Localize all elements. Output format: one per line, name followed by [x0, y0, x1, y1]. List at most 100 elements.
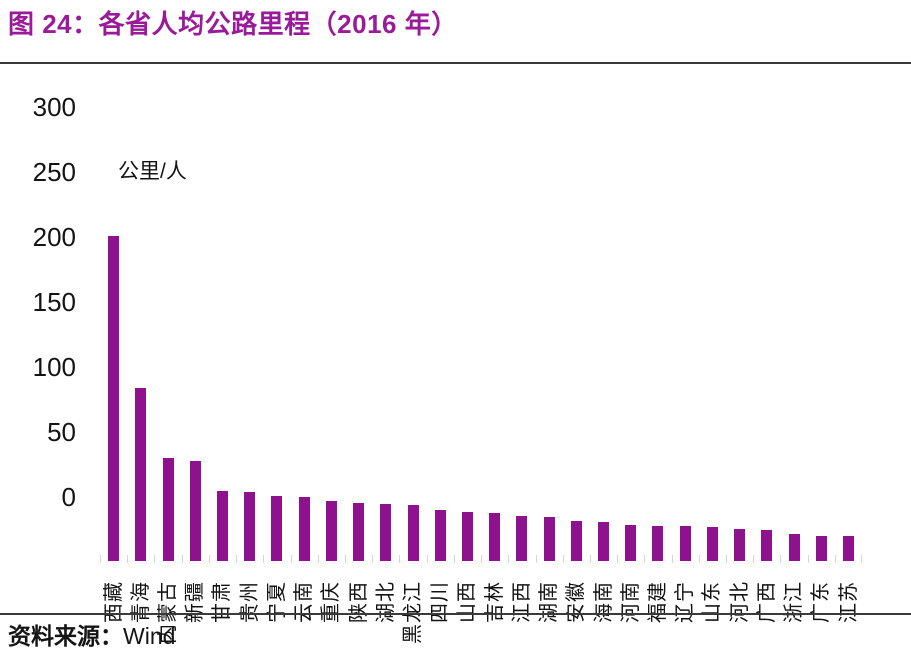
- bar: [706, 527, 718, 561]
- x-axis-tick: [372, 555, 374, 563]
- bar: [162, 458, 174, 561]
- title-separator: [0, 62, 911, 64]
- bar-cell: 安徽: [562, 171, 590, 623]
- x-axis-label: 江西: [510, 581, 533, 623]
- bar-cell: 广西: [753, 171, 780, 623]
- bar: [108, 236, 120, 561]
- source-text: 资料来源：Wind: [8, 621, 175, 652]
- x-axis-tick: [589, 555, 591, 563]
- bar-cell: 云南: [290, 171, 318, 623]
- bar-cell: 四川: [426, 171, 454, 623]
- bar: [516, 515, 528, 561]
- y-axis-tick-label: 0: [61, 482, 76, 512]
- x-axis-label: 山东: [701, 581, 724, 623]
- x-axis-label: 安徽: [565, 581, 588, 623]
- x-axis-tick: [861, 555, 862, 563]
- bar: [489, 512, 501, 561]
- source-value: Wind: [123, 623, 176, 649]
- x-axis-tick: [671, 555, 673, 563]
- bar: [407, 505, 419, 561]
- x-axis-label: 海南: [592, 581, 615, 623]
- x-axis-tick: [426, 555, 428, 563]
- x-axis-label: 西藏: [102, 581, 125, 623]
- bar-cell: 浙江: [780, 171, 807, 623]
- x-axis-label: 云南: [293, 581, 316, 623]
- bar: [135, 388, 147, 561]
- x-axis-tick: [562, 555, 564, 563]
- x-axis-label: 陕西: [347, 581, 370, 623]
- x-axis-label: 辽宁: [674, 581, 697, 623]
- x-axis-tick: [263, 555, 265, 563]
- y-axis-tick-label: 150: [32, 287, 76, 317]
- bar-cell: 甘肃: [208, 171, 236, 623]
- y-axis: 0 50 100 150 200 250 300: [0, 64, 911, 610]
- bar: [189, 460, 201, 561]
- bar-cell: 西藏: [100, 171, 127, 623]
- bar-cell: 江苏: [834, 171, 862, 623]
- bar-cell: 新疆: [181, 171, 209, 623]
- x-axis-tick: [753, 555, 755, 563]
- x-axis-tick: [453, 555, 455, 563]
- bar-cell: 江西: [508, 171, 535, 623]
- y-axis-unit-label: 公里/人: [118, 160, 187, 183]
- x-axis-tick: [644, 555, 646, 563]
- bar: [434, 510, 446, 561]
- x-axis-label: 江苏: [837, 581, 860, 623]
- bar-cell: 山西: [453, 171, 481, 623]
- x-axis-tick: [508, 555, 510, 563]
- bar: [734, 528, 746, 561]
- bar: [679, 525, 691, 561]
- bar-cell: 湖南: [535, 171, 563, 623]
- bar: [298, 497, 310, 561]
- x-axis-label: 河北: [728, 581, 751, 623]
- bar-chart: 公里/人 0 50 100 150 200 250 300 西藏 青海 内蒙古 新疆 甘肃 贵州 宁夏云…: [0, 64, 911, 644]
- x-axis-tick: [127, 555, 129, 563]
- x-axis-tick: [317, 555, 319, 563]
- bar: [788, 533, 800, 561]
- bar-cell: 辽宁: [671, 171, 699, 623]
- x-axis-label: 广西: [755, 581, 778, 623]
- x-axis-label: 四川: [429, 581, 452, 623]
- bar: [543, 516, 555, 561]
- plot-area: 西藏 青海 内蒙古 新疆 甘肃 贵州 宁夏 云南 重庆 陕西 湖北 黑龙江 四川 山西 吉林 江西 湖南 安徽 海南…: [100, 171, 862, 644]
- bar-cell: 河北: [726, 171, 753, 623]
- x-axis-label: 湖北: [374, 581, 397, 623]
- y-axis-tick-label: 200: [32, 222, 76, 252]
- bar: [761, 529, 773, 561]
- bar-cell: 宁夏: [263, 171, 290, 623]
- y-axis-tick-label: 100: [32, 352, 76, 382]
- x-axis-tick: [236, 555, 238, 563]
- x-axis-tick: [290, 555, 292, 563]
- x-axis-label: 山西: [456, 581, 479, 623]
- x-axis-label: 新疆: [184, 581, 207, 623]
- bar: [652, 525, 664, 561]
- x-axis-label: 青海: [129, 581, 152, 623]
- bar: [380, 503, 392, 561]
- x-axis-tick: [698, 555, 700, 563]
- bar-cell: 广东: [807, 171, 835, 623]
- bar-cell: 黑龙江: [399, 171, 426, 644]
- x-axis-tick: [154, 555, 156, 563]
- chart-title: 图 24：各省人均公路里程（2016 年）: [8, 9, 458, 39]
- x-axis-label: 福建: [646, 581, 669, 623]
- x-axis-label: 吉林: [483, 581, 506, 623]
- x-axis-label: 甘肃: [211, 581, 234, 623]
- x-axis-label: 广东: [810, 581, 833, 623]
- x-axis-tick: [344, 555, 346, 563]
- bar-cell: 吉林: [481, 171, 508, 623]
- bar-cell: 青海: [127, 171, 154, 623]
- bar-cell: 河南: [617, 171, 644, 623]
- bar: [271, 496, 283, 561]
- x-axis-tick: [208, 555, 210, 563]
- bar-cell: 湖北: [372, 171, 399, 623]
- x-axis-label: 河南: [619, 581, 642, 623]
- footer-separator: [0, 613, 911, 615]
- bar: [216, 490, 228, 561]
- x-axis-tick: [481, 555, 483, 563]
- bar-cell: 重庆: [317, 171, 345, 623]
- bar: [625, 524, 637, 561]
- bar: [461, 511, 473, 561]
- x-axis-label: 宁夏: [265, 581, 288, 623]
- x-axis-tick: [617, 555, 619, 563]
